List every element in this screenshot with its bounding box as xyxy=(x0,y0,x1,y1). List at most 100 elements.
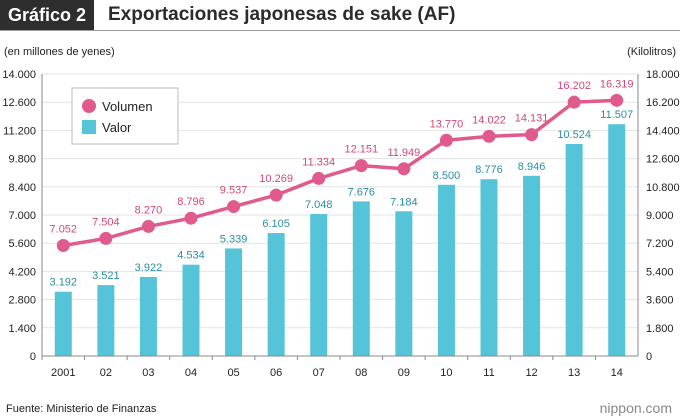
right-tick-label: 1.800 xyxy=(646,323,674,335)
volume-data-label: 13.770 xyxy=(430,118,464,130)
volume-point xyxy=(56,239,70,253)
value-bar xyxy=(54,291,72,356)
right-tick-label: 14.400 xyxy=(646,125,680,137)
right-tick-label: 16.200 xyxy=(646,97,680,109)
left-tick-label: 9.800 xyxy=(8,154,36,166)
value-bar xyxy=(480,179,498,356)
legend-volume-label: Volumen xyxy=(102,99,153,114)
value-bar xyxy=(395,211,413,356)
left-tick-label: 0 xyxy=(30,351,36,363)
source-note: Fuente: Ministerio de Finanzas xyxy=(6,403,157,415)
volume-point xyxy=(99,231,113,245)
right-tick-label: 18.000 xyxy=(646,69,680,81)
volume-point xyxy=(610,93,624,107)
value-bar xyxy=(310,214,328,356)
x-tick-label: 03 xyxy=(142,367,154,379)
right-tick-label: 5.400 xyxy=(646,266,674,278)
left-tick-label: 1.400 xyxy=(8,323,36,335)
right-tick-label: 9.000 xyxy=(646,210,674,222)
x-tick-label: 10 xyxy=(440,367,452,379)
volume-data-label: 7.504 xyxy=(92,216,120,228)
value-data-label: 5.339 xyxy=(220,233,248,245)
x-tick-label: 04 xyxy=(185,367,197,379)
volume-point xyxy=(312,171,326,185)
volume-data-label: 11.334 xyxy=(302,156,335,168)
value-bar xyxy=(225,248,243,356)
value-data-label: 7.676 xyxy=(348,186,376,198)
volume-data-label: 12.151 xyxy=(344,144,378,156)
volume-data-label: 9.537 xyxy=(220,185,248,197)
volume-data-label: 16.202 xyxy=(557,80,591,92)
value-bar xyxy=(182,264,200,356)
chart-number-badge: Gráfico 2 xyxy=(0,0,95,30)
value-data-label: 7.184 xyxy=(390,196,418,208)
value-data-label: 8.776 xyxy=(475,164,503,176)
left-tick-label: 2.800 xyxy=(8,295,36,307)
volume-point xyxy=(141,219,155,233)
left-tick-label: 7.000 xyxy=(8,210,36,222)
volume-point xyxy=(567,95,581,109)
volume-data-label: 8.270 xyxy=(135,204,163,216)
x-tick-label: 08 xyxy=(355,367,367,379)
right-tick-label: 7.200 xyxy=(646,238,674,250)
value-data-label: 6.105 xyxy=(262,218,290,230)
x-tick-label: 02 xyxy=(100,367,112,379)
value-bar xyxy=(97,285,115,356)
value-data-label: 3.192 xyxy=(50,277,78,289)
volume-data-label: 8.796 xyxy=(177,196,205,208)
volume-point xyxy=(227,200,241,214)
value-bar xyxy=(608,124,626,356)
value-data-label: 7.048 xyxy=(305,199,333,211)
header-divider xyxy=(0,30,680,31)
value-data-label: 11.507 xyxy=(600,109,633,121)
volume-point xyxy=(525,128,539,142)
value-data-label: 4.534 xyxy=(177,250,205,262)
volume-point xyxy=(184,211,198,225)
legend-volume-swatch xyxy=(82,99,96,113)
value-data-label: 8.946 xyxy=(518,161,546,173)
volume-data-label: 14.131 xyxy=(515,113,549,125)
left-tick-label: 8.400 xyxy=(8,182,36,194)
value-bar xyxy=(523,175,541,356)
volume-point xyxy=(269,188,283,202)
volume-line xyxy=(62,98,617,248)
x-tick-label: 11 xyxy=(483,367,494,379)
right-tick-label: 0 xyxy=(646,351,652,363)
value-bar xyxy=(437,184,455,356)
volume-data-label: 14.022 xyxy=(472,114,506,126)
brand-logo: nippon.com xyxy=(599,400,672,416)
legend-value-label: Valor xyxy=(102,120,132,135)
x-tick-label: 07 xyxy=(313,367,325,379)
left-tick-label: 12.600 xyxy=(2,97,36,109)
value-data-label: 3.521 xyxy=(92,270,120,282)
value-data-label: 3.922 xyxy=(135,262,163,274)
x-tick-label: 12 xyxy=(525,367,537,379)
right-tick-label: 10.800 xyxy=(646,182,680,194)
right-tick-label: 12.600 xyxy=(646,154,680,166)
legend-value-swatch xyxy=(82,120,96,134)
value-bar xyxy=(267,233,285,356)
right-tick-label: 3.600 xyxy=(646,295,674,307)
x-tick-label: 2001 xyxy=(51,367,75,379)
x-tick-label: 13 xyxy=(568,367,580,379)
volume-point xyxy=(397,162,411,176)
chart-title: Exportaciones japonesas de sake (AF) xyxy=(108,4,456,25)
left-axis-title: (en millones de yenes) xyxy=(4,46,115,58)
volume-point xyxy=(439,133,453,147)
left-tick-label: 11.200 xyxy=(3,125,36,137)
value-bar xyxy=(139,276,157,356)
x-tick-label: 05 xyxy=(227,367,239,379)
chart-header: Gráfico 2 Exportaciones japonesas de sak… xyxy=(0,0,680,34)
legend-box xyxy=(71,87,179,145)
volume-data-label: 10.269 xyxy=(259,173,293,185)
volume-data-label: 16.319 xyxy=(600,78,634,90)
right-axis-title: (Kilolitros) xyxy=(627,46,676,58)
volume-data-label: 7.052 xyxy=(50,224,78,236)
left-tick-label: 4.200 xyxy=(8,266,36,278)
value-data-label: 8.500 xyxy=(433,170,461,182)
x-tick-label: 14 xyxy=(611,367,623,379)
left-tick-label: 5.600 xyxy=(8,238,36,250)
value-data-label: 10.524 xyxy=(557,129,591,141)
volume-data-label: 11.949 xyxy=(387,147,420,159)
